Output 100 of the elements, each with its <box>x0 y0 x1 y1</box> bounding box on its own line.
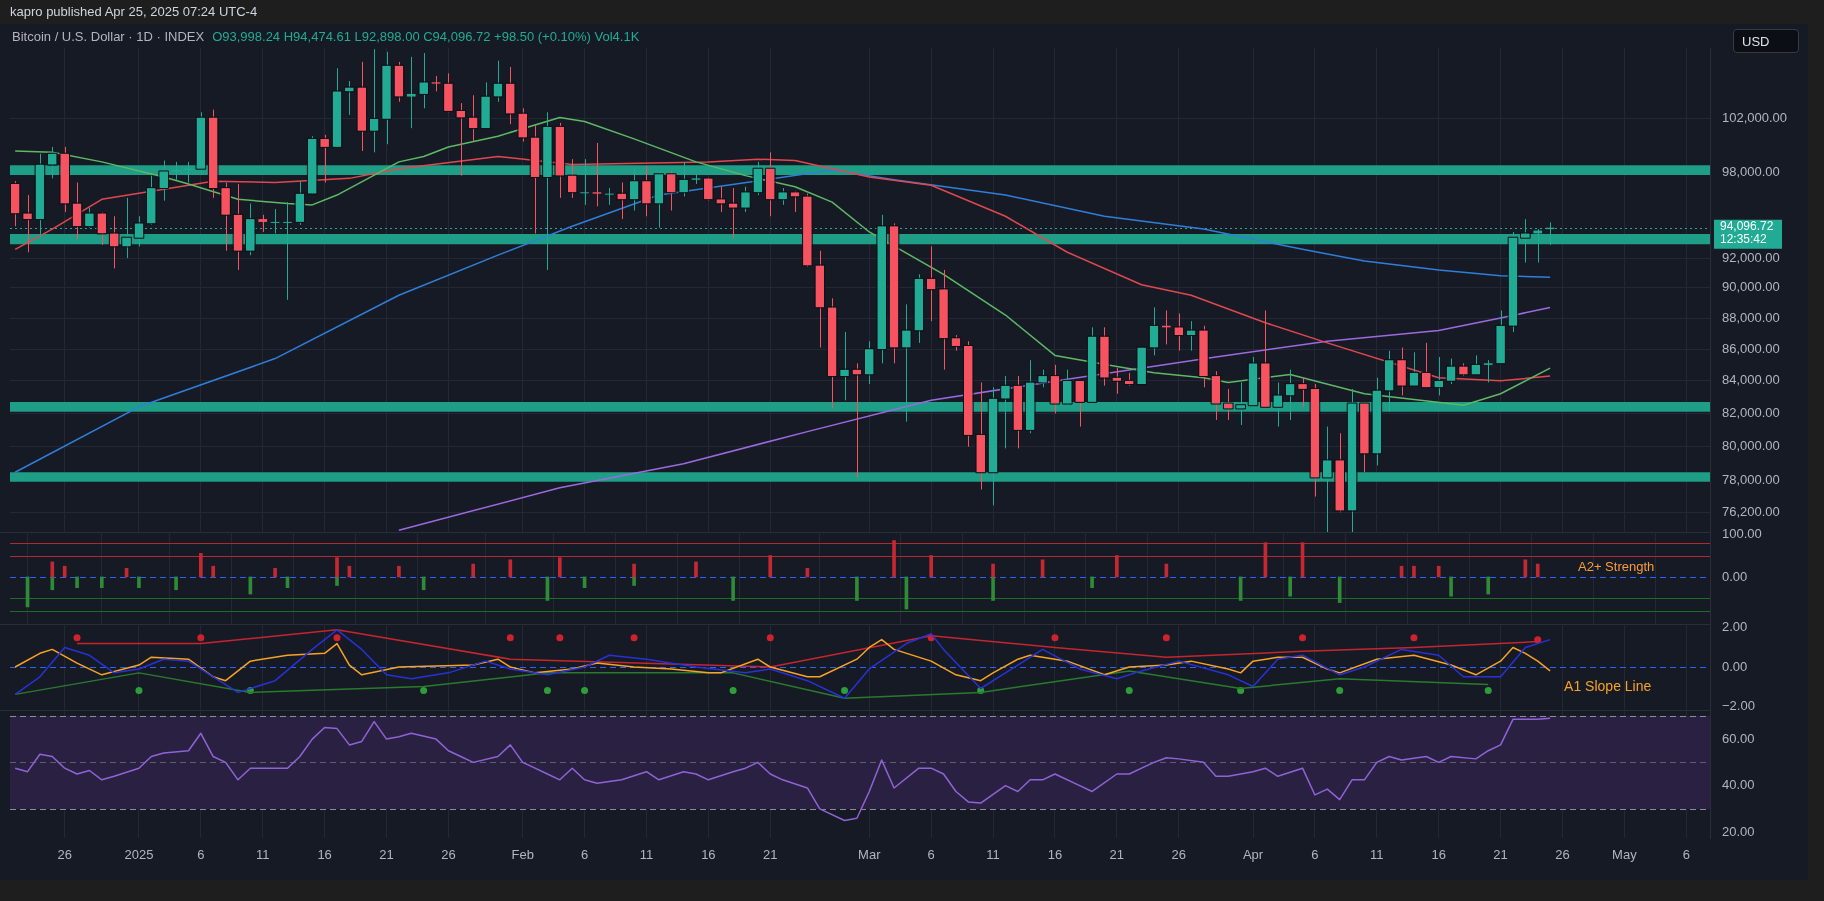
x-tick-label: 6 <box>927 847 935 863</box>
bar <box>1115 555 1119 578</box>
x-tick-label: 6 <box>1311 847 1319 863</box>
y-tick-label: 20.00 <box>1722 823 1755 839</box>
candlestick <box>1483 359 1493 383</box>
x-tick-label: 6 <box>1682 847 1690 863</box>
y-tick-label: 80,000.00 <box>1722 438 1780 454</box>
bar <box>768 555 773 578</box>
point <box>506 634 514 642</box>
bar <box>1412 565 1416 578</box>
candlestick <box>418 52 429 109</box>
bar <box>1337 576 1342 603</box>
point <box>135 686 143 694</box>
point <box>1125 686 1133 694</box>
y-tick-label: 100.00 <box>1722 525 1762 541</box>
point <box>1484 686 1492 694</box>
bar <box>632 563 636 578</box>
y-tick-label: 0.00 <box>1722 568 1748 584</box>
bar <box>335 576 339 586</box>
bar <box>892 540 896 578</box>
point <box>1534 636 1542 644</box>
series-label: A1 Slope Line <box>1564 677 1652 694</box>
bar <box>1486 576 1491 595</box>
x-tick-label: 21 <box>763 847 778 863</box>
point <box>420 686 428 694</box>
y-tick-label: 40.00 <box>1722 777 1755 793</box>
y-tick-label: 98,000.00 <box>1722 164 1780 180</box>
point <box>581 686 589 694</box>
point <box>841 686 849 694</box>
x-tick-label: 11 <box>1370 847 1384 863</box>
y-tick-label: 78,000.00 <box>1722 472 1780 488</box>
x-tick-label: 26 <box>1171 847 1186 863</box>
bar <box>50 576 55 591</box>
x-tick-label: 16 <box>317 847 332 863</box>
bar <box>855 576 859 601</box>
y-tick-label: 76,200.00 <box>1722 503 1780 519</box>
chart-title: Bitcoin / U.S. Dollar · 1D · INDEX <box>12 29 205 44</box>
text: kapro published Apr 25, 2025 07:24 UTC-4 <box>10 4 258 19</box>
bar <box>75 576 79 588</box>
x-tick-label: 11 <box>639 847 654 863</box>
y-tick-label: 84,000.00 <box>1722 372 1780 388</box>
y-tick-label: 60.00 <box>1722 730 1755 746</box>
x-tick-label: Feb <box>511 847 534 863</box>
bar <box>731 576 735 601</box>
point <box>73 634 81 642</box>
bar <box>1535 563 1540 578</box>
bar <box>557 557 562 578</box>
y-tick-label: 92,000.00 <box>1722 249 1780 265</box>
x-tick-label: 16 <box>701 847 716 863</box>
x-tick-label: 6 <box>580 847 589 863</box>
bar <box>1436 565 1441 578</box>
bar <box>1090 576 1094 588</box>
x-tick-label: Mar <box>858 847 882 863</box>
bar <box>694 561 698 578</box>
y-tick-label: 2.00 <box>1722 619 1748 635</box>
x-tick-label: 26 <box>441 847 456 863</box>
bar <box>335 557 339 578</box>
bar <box>137 576 141 588</box>
x-tick-label: 6 <box>197 847 205 863</box>
x-tick-label: 16 <box>1431 847 1446 863</box>
x-tick-label: 21 <box>1109 847 1125 863</box>
x-tick-label: May <box>1612 847 1638 863</box>
x-tick-label: 26 <box>1555 847 1570 863</box>
candlestick <box>592 142 602 207</box>
y-tick-label: 88,000.00 <box>1722 309 1780 325</box>
point <box>729 686 737 694</box>
x-tick-label: 21 <box>1493 847 1508 863</box>
y-tick-label: 82,000.00 <box>1722 404 1780 420</box>
bar <box>273 568 277 578</box>
x-tick-label: 11 <box>255 847 270 863</box>
point <box>333 634 341 642</box>
point <box>766 634 774 642</box>
x-tick-label: Apr <box>1242 847 1264 863</box>
y-tick-label: 0.00 <box>1722 658 1748 674</box>
point <box>1410 634 1418 642</box>
x-tick-label: 26 <box>57 847 72 863</box>
bar <box>211 565 216 578</box>
bar <box>991 563 995 578</box>
bar <box>508 559 513 578</box>
y-tick-label: 102,000.00 <box>1722 110 1788 126</box>
bar <box>50 561 55 578</box>
point <box>1299 634 1307 642</box>
chart-subtitle: O93,998.24 H94,474.61 L92,898.00 C94,096.72 +98.50 (+0.10%) Vol4.1K <box>212 29 640 44</box>
bar <box>62 565 67 578</box>
bar <box>397 565 401 578</box>
bar <box>99 576 104 588</box>
bar <box>991 576 995 601</box>
bar <box>632 576 636 586</box>
bar <box>929 555 934 578</box>
x-tick-label: 16 <box>1047 847 1063 863</box>
point <box>543 686 551 694</box>
bar <box>174 576 178 591</box>
candlestick <box>406 56 416 129</box>
point <box>1162 634 1170 642</box>
x-tick-label: 11 <box>986 847 1000 863</box>
text: USD <box>1733 29 1799 53</box>
ref-line-label: 94,096.72 12:35:42 <box>1720 219 1774 247</box>
y-tick-label: −2.00 <box>1722 697 1755 713</box>
y-tick-label: 86,000.00 <box>1722 340 1780 356</box>
bar <box>471 563 475 578</box>
